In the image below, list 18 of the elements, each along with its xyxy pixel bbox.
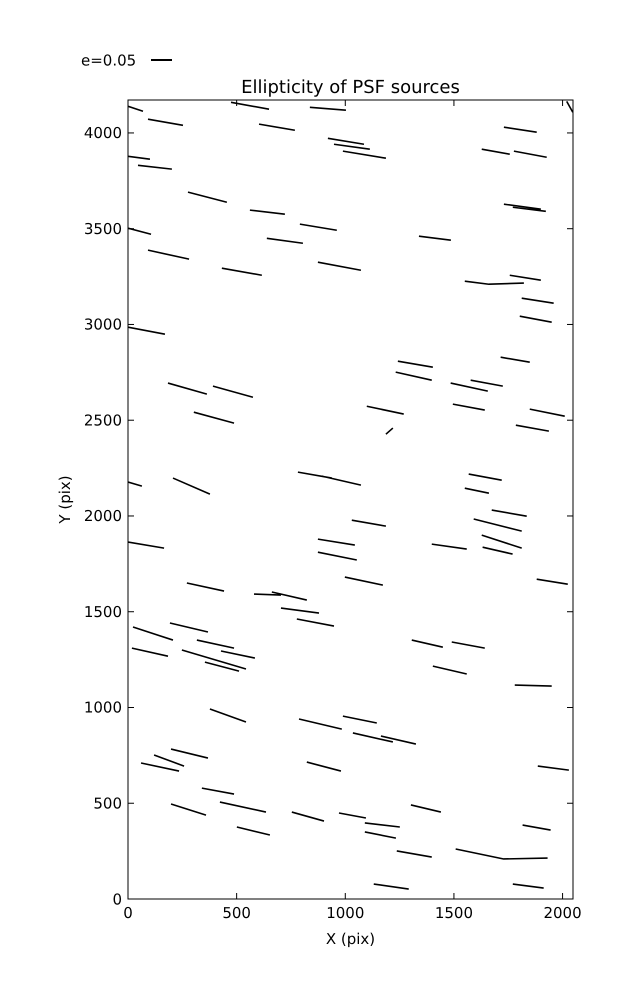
- y-tick-label: 3500: [84, 220, 122, 238]
- chart-title: Ellipticity of PSF sources: [241, 77, 460, 98]
- x-tick-label: 500: [222, 904, 251, 922]
- y-tick-label: 3000: [84, 316, 122, 334]
- x-axis-title: X (pix): [326, 930, 376, 948]
- x-tick-label: 2000: [543, 904, 582, 922]
- y-tick-label: 1000: [84, 698, 122, 717]
- y-axis-title: Y (pix): [56, 475, 74, 525]
- x-tick-label: 1500: [434, 904, 474, 922]
- y-tick-label: 4000: [84, 124, 122, 142]
- x-tick-label: 0: [123, 904, 133, 922]
- y-tick-label: 0: [112, 890, 122, 908]
- y-tick-label: 1500: [84, 602, 122, 621]
- y-tick-label: 500: [93, 794, 122, 812]
- y-tick-label: 2000: [84, 507, 122, 526]
- legend-label: e=0.05: [81, 51, 136, 70]
- x-tick-label: 1000: [326, 904, 364, 922]
- y-tick-label: 2500: [84, 411, 122, 430]
